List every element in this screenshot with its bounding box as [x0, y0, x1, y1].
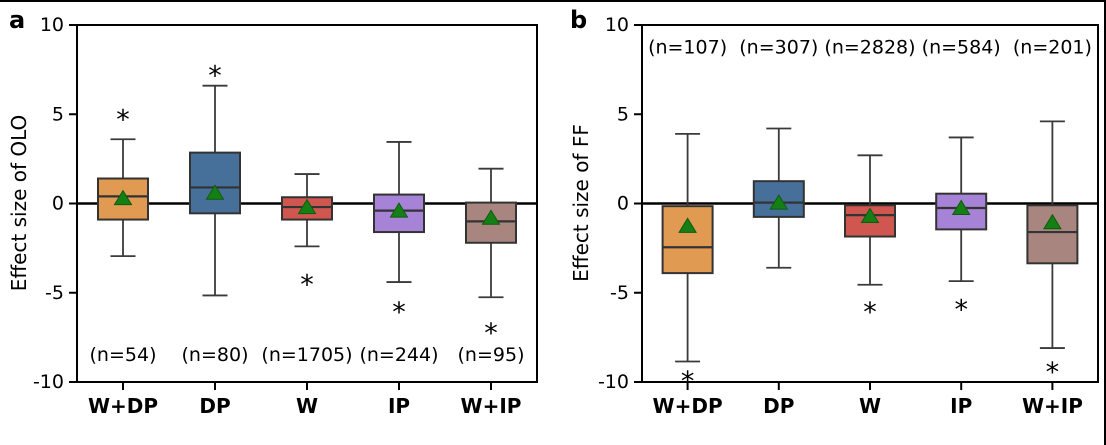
panel-a-sig-star-w: * — [300, 270, 314, 301]
panel-a-y-tick-label: 0 — [52, 193, 64, 215]
panel-a-mean-marker-w-dp — [113, 189, 133, 206]
panel-b-category-label-dp: DP — [763, 394, 794, 418]
panel-a-category-label-w-dp: W+DP — [88, 394, 158, 418]
panel-a-y-tick-label: -5 — [45, 282, 64, 304]
panel-b-mean-marker-w-ip — [1043, 213, 1062, 230]
panel-b-mean-marker-dp — [769, 194, 789, 210]
panel-b-category-label-w-ip: W+IP — [1022, 394, 1083, 418]
panel-b-y-tick-label: -10 — [598, 371, 629, 393]
panel-b-mean-marker-w-dp — [678, 217, 697, 233]
panel-a-mean-marker-w — [297, 198, 317, 215]
panel-a-sig-star-w-dp: * — [116, 104, 130, 135]
panel-a-y-tick-label: -10 — [33, 371, 64, 393]
panel-a-letter: a — [9, 6, 26, 34]
panel-b-n-label-ip: (n=584) — [922, 36, 1001, 58]
panel-a-sig-star-w-ip: * — [484, 318, 498, 349]
panel-b-letter: b — [570, 6, 588, 34]
y-axis-label-a: Effect size of OLO — [7, 114, 31, 292]
panel-b-category-label-w: W — [859, 394, 881, 418]
panel-b-sig-star-w: * — [863, 297, 877, 328]
panel-a-n-label-ip: (n=244) — [359, 344, 438, 366]
panel-b-y-tick-label: -5 — [610, 282, 629, 304]
panel-b-y-tick-label: 5 — [617, 103, 629, 125]
panel-a-frame — [76, 24, 538, 383]
panel-b-n-label-w-ip: (n=201) — [1013, 36, 1092, 58]
panel-b-category-label-ip: IP — [950, 394, 972, 418]
panel-b-sig-star-ip: * — [954, 295, 968, 326]
panel-a-n-label-w-dp: (n=54) — [90, 344, 157, 366]
panel-a-mean-marker-w-ip — [481, 209, 501, 225]
panel-a-category-label-w-ip: W+IP — [461, 394, 522, 418]
panel-b-sig-star-w-ip: * — [1046, 357, 1060, 388]
panel-b-box-w-dp — [661, 205, 714, 275]
panel-b-frame — [641, 24, 1099, 383]
panel-a-n-label-w: (n=1705) — [261, 344, 352, 366]
panel-b-n-label-dp: (n=307) — [739, 36, 818, 58]
panel-b-box-w-ip — [1026, 204, 1079, 265]
panel-a-n-label-dp: (n=80) — [182, 344, 249, 366]
panel-b-category-label-w-dp: W+DP — [653, 394, 723, 418]
y-axis-label-b: Effect size of FF — [569, 124, 593, 282]
panel-a-box-dp — [189, 151, 241, 215]
panel-b-mean-marker-ip — [951, 199, 971, 215]
panel-b-box-w — [844, 204, 896, 238]
panel-b-n-label-w: (n=2828) — [824, 36, 915, 58]
panel-a-category-label-ip: IP — [388, 394, 410, 418]
panel-a-sig-star-ip: * — [392, 297, 406, 328]
panel-a-y-tick-label: 10 — [40, 14, 64, 36]
panel-b-y-tick-label: 10 — [605, 14, 629, 36]
panel-a-sig-star-dp: * — [208, 61, 222, 92]
panel-b-n-label-w-dp: (n=107) — [648, 36, 727, 58]
panel-a-category-label-dp: DP — [199, 394, 230, 418]
panel-b-box-dp — [752, 180, 805, 218]
panel-a-mean-marker-dp — [205, 184, 225, 200]
panel-a-mean-marker-ip — [389, 202, 409, 218]
panel-b-mean-marker-w — [860, 207, 880, 223]
panel-a-y-tick-label: 5 — [52, 103, 64, 125]
panel-a-n-label-w-ip: (n=95) — [458, 344, 525, 366]
panel-b-y-tick-label: 0 — [617, 193, 629, 215]
panel-a-category-label-w: W — [296, 394, 318, 418]
